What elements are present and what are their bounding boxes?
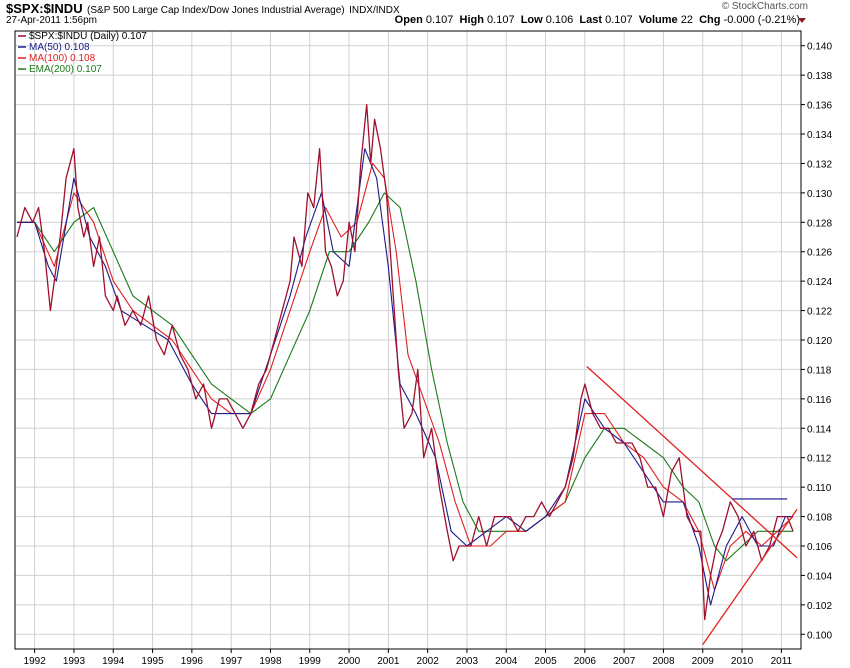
y-tick-label: 0.116 [807,395,832,406]
y-tick-label: 0.140 [807,42,832,53]
x-tick-label: 2009 [692,656,715,667]
y-tick-label: 0.128 [807,218,832,229]
legend-label-ma50: MA(50) 0.108 [29,42,90,53]
x-tick-label: 1995 [141,656,164,667]
symbol-title: $SPX:$INDU [6,1,83,16]
x-tick-label: 2010 [731,656,754,667]
dropdown-triangle-icon[interactable] [798,18,806,23]
exchange-label: INDX/INDX [349,5,400,16]
x-tick-label: 1994 [102,656,125,667]
low-value: 0.106 [545,14,574,26]
open-label: Open [394,14,423,26]
series-line-price [16,103,794,621]
y-tick-label: 0.100 [807,630,832,641]
y-tick-label: 0.138 [807,71,832,82]
y-tick-label: 0.114 [807,424,832,435]
y-tick-label: 0.130 [807,189,832,200]
legend-label-price: $SPX:$INDU (Daily) 0.107 [29,31,147,42]
high-value: 0.107 [487,14,515,26]
x-tick-label: 2001 [377,656,400,667]
x-tick-label: 2003 [456,656,479,667]
trendline [702,508,798,645]
x-tick-label: 2007 [613,656,636,667]
x-tick-label: 2011 [771,656,793,667]
open-value: 0.107 [425,14,454,26]
y-tick-label: 0.106 [807,542,832,553]
high-label: High [459,14,484,26]
symbol-description: (S&P 500 Large Cap Index/Dow Jones Indus… [87,5,345,16]
trendline [586,366,798,559]
y-axis: 0.100 0.102 0.104 0.106 0.108 0.110 0.112 0.114… [801,42,832,641]
x-tick-label: 1999 [299,656,322,667]
y-tick-label: 0.126 [807,248,832,259]
x-tick-label: 2008 [652,656,675,667]
x-tick-label: 2005 [534,656,557,667]
volume-value: 22 [680,14,693,26]
grid-lines [15,31,801,649]
y-tick-label: 0.134 [807,130,832,141]
y-tick-label: 0.118 [807,365,832,376]
x-tick-label: 1998 [259,656,282,667]
low-label: Low [520,14,543,26]
series-line-ma50 [17,148,794,606]
x-tick-label: 2002 [417,656,440,667]
x-tick-label: 1993 [63,656,86,667]
chart-header: $SPX:$INDU (S&P 500 Large Cap Index/Dow … [6,0,400,18]
y-tick-label: 0.136 [807,101,832,112]
series-line-ma100 [17,162,794,591]
chg-value: -0.000 (-0.21%) [723,14,800,26]
y-tick-label: 0.110 [807,483,832,494]
y-tick-label: 0.124 [807,277,832,288]
brand-watermark: © StockCharts.com [721,1,808,12]
x-tick-label: 1996 [181,656,204,667]
y-tick-label: 0.104 [807,571,832,582]
y-tick-label: 0.102 [807,601,832,612]
last-value: 0.107 [605,14,633,26]
y-tick-label: 0.122 [807,307,832,318]
series-lines [16,103,794,621]
last-label: Last [579,14,603,26]
timestamp: 27-Apr-2011 1:56pm [6,15,97,26]
legend-label-ma100: MA(100) 0.108 [29,53,96,64]
chg-label: Chg [699,14,721,26]
y-tick-label: 0.108 [807,513,832,524]
y-tick-label: 0.112 [807,454,832,465]
series-line-ema200 [17,192,794,562]
y-tick-label: 0.132 [807,159,832,170]
x-axis: 1992 1993 1994 1995 1996 1997 1998 1999 2000 2001… [24,649,793,667]
x-tick-label: 1992 [24,656,47,667]
volume-label: Volume [638,14,678,26]
x-tick-label: 1997 [220,656,243,667]
quote-bar: Open 0.107 High 0.107 Low 0.106 Last 0.1… [395,14,800,26]
trendlines [586,366,798,645]
x-tick-label: 2000 [338,656,361,667]
legend-label-ema200: EMA(200) 0.107 [29,64,102,75]
y-tick-label: 0.120 [807,336,832,347]
x-tick-label: 2006 [574,656,597,667]
x-tick-label: 2004 [495,656,518,667]
